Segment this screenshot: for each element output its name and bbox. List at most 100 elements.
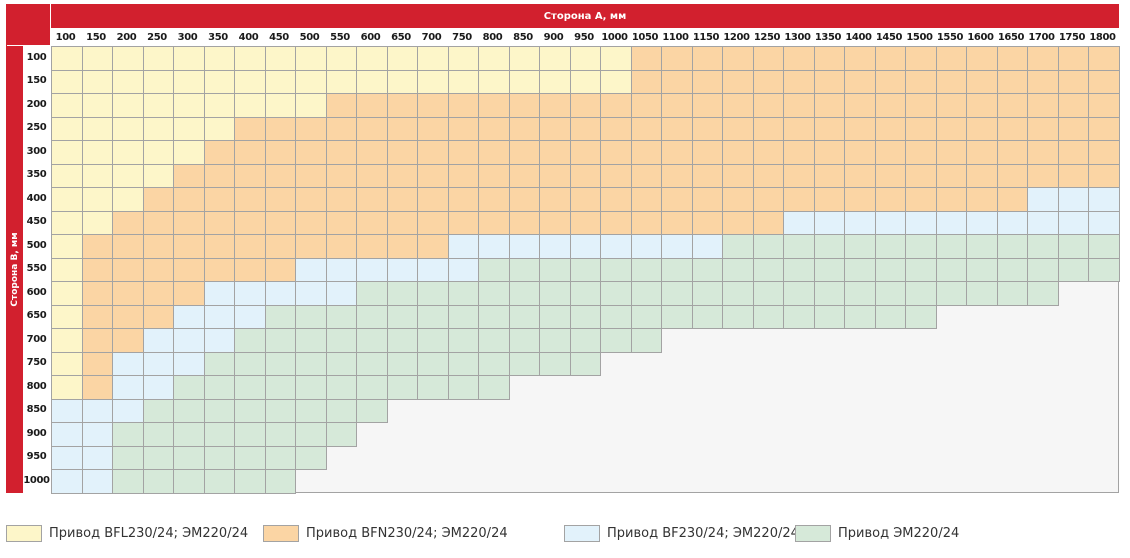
- grid-cell: [905, 304, 937, 329]
- column-header-1800: 1800: [1088, 29, 1117, 45]
- column-header-1550: 1550: [935, 29, 965, 45]
- grid-cell: [1027, 116, 1059, 141]
- grid-cell: [935, 187, 967, 212]
- grid-cell: [722, 46, 754, 71]
- grid-cell: [173, 116, 205, 141]
- grid-cell: [691, 163, 723, 188]
- grid-cell: [1057, 69, 1089, 94]
- grid-cell: [173, 46, 205, 71]
- row-header-250: 250: [23, 116, 50, 139]
- grid-cell: [112, 375, 144, 400]
- grid-cell: [844, 93, 876, 118]
- grid-cell: [478, 281, 510, 306]
- grid-cell: [508, 304, 540, 329]
- grid-cell: [142, 351, 174, 376]
- column-header-1750: 1750: [1057, 29, 1087, 45]
- grid-cell: [966, 234, 998, 259]
- grid-cell: [600, 187, 632, 212]
- row-header-800: 800: [23, 375, 50, 397]
- column-header-1400: 1400: [844, 29, 873, 45]
- grid-cell: [752, 257, 784, 282]
- grid-cell: [569, 140, 601, 165]
- grid-cell: [142, 69, 174, 94]
- grid-cell: [508, 328, 540, 353]
- legend-swatch: [263, 524, 299, 542]
- grid-cell: [813, 69, 845, 94]
- grid-cell: [752, 140, 784, 165]
- grid-cell: [264, 116, 296, 141]
- grid-cell: [661, 281, 693, 306]
- grid-cell: [905, 187, 937, 212]
- grid-cell: [325, 304, 357, 329]
- column-header-200: 200: [112, 29, 141, 45]
- grid-cell: [447, 351, 479, 376]
- column-header-300: 300: [173, 29, 202, 45]
- grid-cell: [508, 46, 540, 71]
- grid-cell: [234, 46, 266, 71]
- grid-cell: [1027, 69, 1059, 94]
- grid-cell: [325, 422, 357, 447]
- grid-cell: [935, 140, 967, 165]
- row-axis-bar: Сторона В, мм: [6, 46, 23, 493]
- grid-cell: [478, 328, 510, 353]
- row-header-850: 850: [23, 398, 50, 421]
- grid-cell: [661, 93, 693, 118]
- grid-cell: [874, 163, 906, 188]
- grid-cell: [325, 234, 357, 259]
- grid-cell: [844, 140, 876, 165]
- grid-cell: [630, 257, 662, 282]
- grid-cell: [356, 187, 388, 212]
- grid-cell: [1088, 257, 1120, 282]
- grid-cell: [203, 281, 235, 306]
- grid-cell: [600, 210, 632, 235]
- grid-cell: [203, 445, 235, 470]
- grid-cell: [508, 234, 540, 259]
- grid-cell: [478, 234, 510, 259]
- grid-cell: [295, 445, 327, 470]
- grid-cell: [630, 116, 662, 141]
- grid-cell: [173, 93, 205, 118]
- row-header-950: 950: [23, 445, 50, 468]
- grid-cell: [447, 163, 479, 188]
- grid-cell: [874, 93, 906, 118]
- grid-cell: [173, 69, 205, 94]
- grid-cell: [905, 140, 937, 165]
- grid-cell: [1027, 93, 1059, 118]
- row-header-400: 400: [23, 187, 50, 209]
- grid-cell: [264, 328, 296, 353]
- grid-cell: [112, 445, 144, 470]
- grid-cell: [112, 328, 144, 353]
- grid-cell: [234, 116, 266, 141]
- grid-cell: [81, 69, 113, 94]
- grid-cell: [508, 69, 540, 94]
- grid-cell: [203, 304, 235, 329]
- grid-cell: [539, 281, 571, 306]
- grid-cell: [356, 163, 388, 188]
- grid-cell: [203, 257, 235, 282]
- grid-cell: [600, 93, 632, 118]
- grid-cell: [81, 375, 113, 400]
- column-header-1200: 1200: [722, 29, 751, 45]
- grid-cell: [813, 140, 845, 165]
- grid-cell: [203, 398, 235, 423]
- grid-cell: [203, 210, 235, 235]
- grid-cell: [417, 187, 449, 212]
- grid-cell: [234, 163, 266, 188]
- grid-cell: [447, 281, 479, 306]
- legend-swatch: [6, 524, 42, 542]
- column-header-100: 100: [51, 29, 80, 45]
- grid-cell: [142, 445, 174, 470]
- grid-cell: [905, 257, 937, 282]
- grid-cell: [112, 257, 144, 282]
- grid-cell: [630, 304, 662, 329]
- grid-cell: [539, 187, 571, 212]
- column-header-400: 400: [234, 29, 263, 45]
- grid-cell: [295, 351, 327, 376]
- grid-cell: [478, 116, 510, 141]
- grid-cell: [1027, 46, 1059, 71]
- grid-cell: [295, 210, 327, 235]
- grid-cell: [966, 69, 998, 94]
- grid-cell: [325, 351, 357, 376]
- grid-cell: [447, 187, 479, 212]
- grid-cell: [600, 140, 632, 165]
